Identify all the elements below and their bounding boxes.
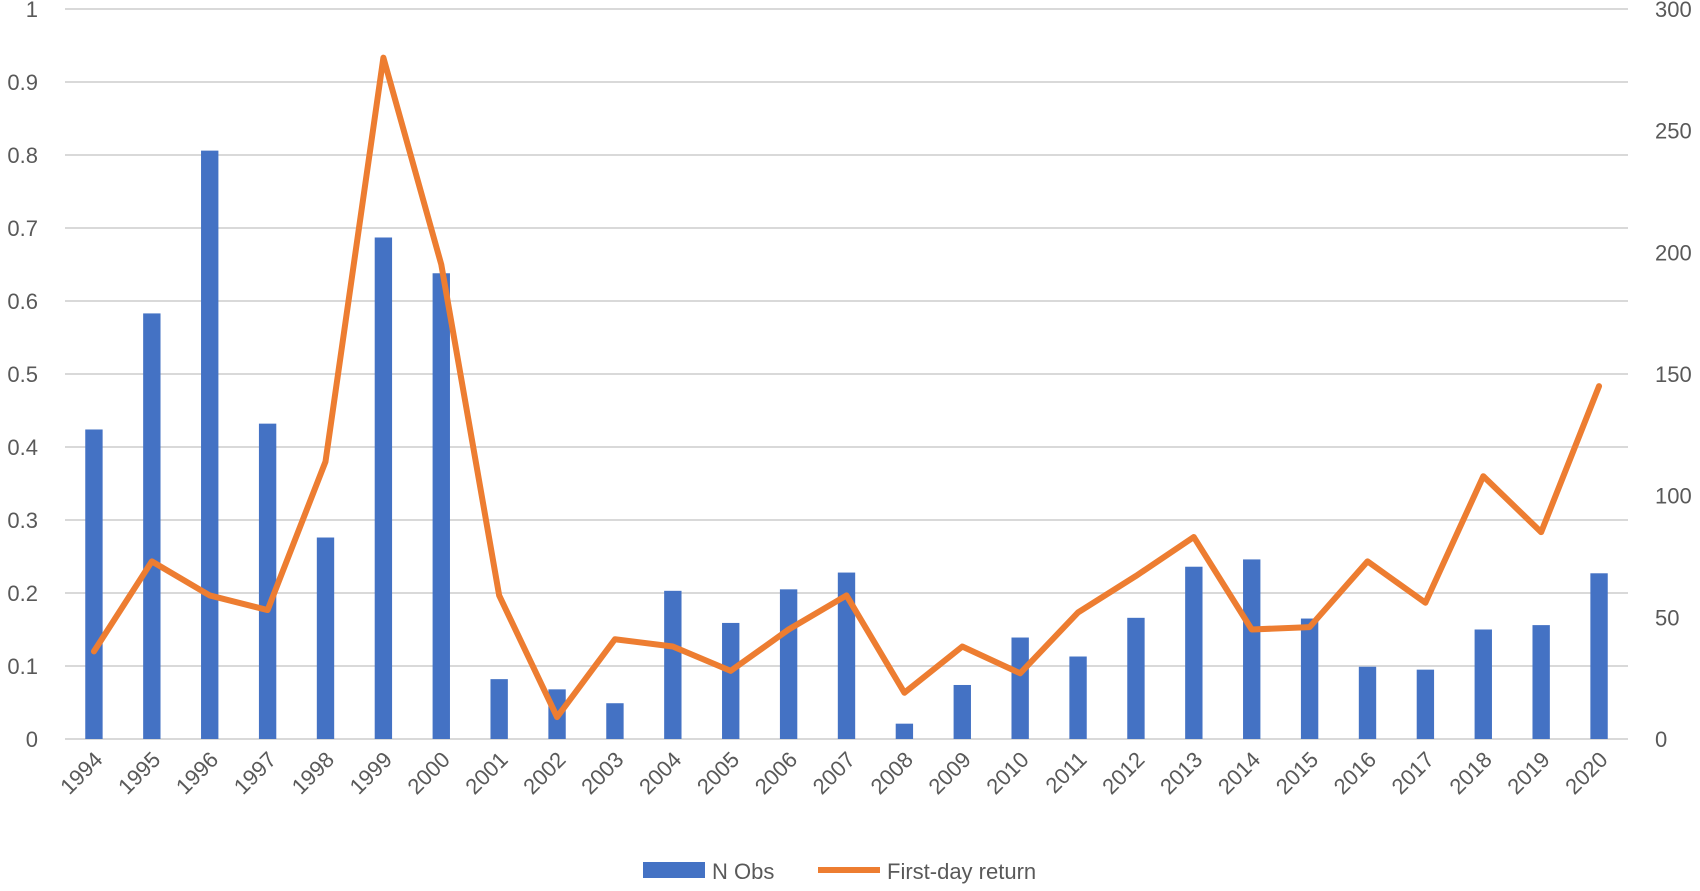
x-tick-label: 2010 (981, 747, 1033, 799)
bar-1994 (85, 429, 102, 739)
right-tick-label: 300 (1655, 0, 1692, 22)
x-tick-label: 1994 (55, 747, 107, 799)
right-tick-label: 50 (1655, 605, 1679, 630)
right-tick-label: 150 (1655, 362, 1692, 387)
x-tick-label: 1996 (171, 747, 223, 799)
x-tick-label: 1995 (113, 747, 165, 799)
left-tick-label: 0 (26, 727, 38, 752)
x-tick-label: 2001 (460, 747, 512, 799)
bar-2005 (722, 623, 739, 739)
bar-2001 (490, 679, 507, 739)
left-tick-label: 0.1 (7, 654, 38, 679)
x-tick-label: 2019 (1502, 747, 1554, 799)
bar-2017 (1417, 670, 1434, 739)
x-tick-label: 2006 (750, 747, 802, 799)
x-tick-label: 2018 (1445, 747, 1497, 799)
bar-2009 (954, 685, 971, 739)
left-tick-label: 0.6 (7, 289, 38, 314)
x-tick-label: 2007 (808, 747, 860, 799)
x-tick-label: 2012 (1097, 747, 1149, 799)
right-tick-label: 100 (1655, 484, 1692, 509)
left-tick-label: 0.8 (7, 143, 38, 168)
x-tick-label: 2020 (1560, 747, 1612, 799)
left-tick-label: 1 (26, 0, 38, 22)
right-tick-label: 200 (1655, 240, 1692, 265)
x-tick-label: 2017 (1387, 747, 1439, 799)
x-tick-label: 1997 (229, 747, 281, 799)
left-tick-label: 0.5 (7, 362, 38, 387)
bar-2012 (1127, 618, 1144, 739)
x-tick-label: 2002 (518, 747, 570, 799)
x-tick-label: 2005 (692, 747, 744, 799)
bar-1995 (143, 313, 160, 739)
x-tick-label: 2003 (576, 747, 628, 799)
x-tick-label: 2008 (866, 747, 918, 799)
right-tick-label: 0 (1655, 727, 1667, 752)
x-tick-label: 2013 (1155, 747, 1207, 799)
bar-2010 (1011, 638, 1028, 739)
bar-1996 (201, 151, 218, 739)
x-tick-label: 2011 (1040, 747, 1091, 798)
x-tick-label: 2016 (1329, 747, 1381, 799)
legend-label-first-day-return: First-day return (887, 859, 1036, 884)
left-tick-label: 0.4 (7, 435, 38, 460)
legend: N Obs First-day return (643, 859, 1036, 884)
bar-2015 (1301, 619, 1318, 739)
bar-1997 (259, 424, 276, 739)
bar-1998 (317, 538, 334, 739)
bar-2003 (606, 703, 623, 739)
bar-2004 (664, 591, 681, 739)
x-tick-label: 2009 (924, 747, 976, 799)
left-tick-label: 0.3 (7, 508, 38, 533)
x-tick-label: 1998 (287, 747, 339, 799)
left-tick-label: 0.2 (7, 581, 38, 606)
bar-1999 (375, 237, 392, 739)
left-axis: 0 0.1 0.2 0.3 0.4 0.5 0.6 0.7 0.8 0.9 1 (7, 0, 38, 752)
legend-swatch-n-obs (643, 862, 705, 878)
bar-2016 (1359, 667, 1376, 739)
x-tick-label: 2015 (1271, 747, 1323, 799)
left-tick-label: 0.7 (7, 216, 38, 241)
x-tick-label: 2014 (1213, 747, 1265, 799)
bar-2014 (1243, 559, 1260, 739)
right-axis: 0 50 100 150 200 250 300 (1655, 0, 1692, 752)
x-tick-label: 2004 (634, 747, 686, 799)
x-tick-label: 2000 (403, 747, 455, 799)
bar-2008 (896, 724, 913, 739)
bar-2018 (1475, 630, 1492, 740)
bar-2020 (1590, 573, 1607, 739)
bar-series-n-obs (85, 151, 1607, 739)
bar-2011 (1069, 657, 1086, 739)
bar-2019 (1532, 625, 1549, 739)
x-tick-label: 1999 (345, 747, 397, 799)
bar-2006 (780, 589, 797, 739)
right-tick-label: 250 (1655, 119, 1692, 144)
legend-label-n-obs: N Obs (712, 859, 774, 884)
left-tick-label: 0.9 (7, 70, 38, 95)
bar-2000 (433, 273, 450, 739)
bar-2013 (1185, 567, 1202, 739)
